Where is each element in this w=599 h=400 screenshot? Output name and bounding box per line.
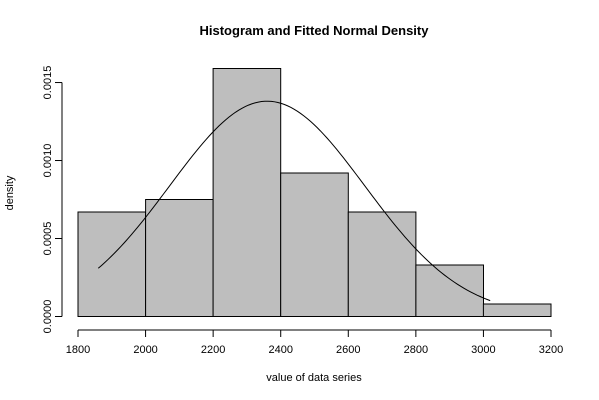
x-tick-label: 2200 <box>201 344 225 356</box>
histogram-bar <box>212 68 282 317</box>
x-tick-label: 3000 <box>471 344 495 356</box>
y-tick-label: 0.0015 <box>42 66 54 100</box>
y-axis: 0.0000 0.0005 0.0010 0.0015 <box>42 66 63 334</box>
x-tick-label: 1800 <box>66 344 90 356</box>
fitted-normal-density-curve <box>97 100 491 302</box>
chart-title: Histogram and Fitted Normal Density <box>200 23 430 38</box>
histogram-bar <box>482 303 552 317</box>
histogram-bar <box>280 172 349 317</box>
x-axis-label: value of data series <box>266 372 362 384</box>
y-axis-label: density <box>4 175 16 210</box>
x-tick-label: 2600 <box>336 344 360 356</box>
histogram-bar <box>415 264 484 317</box>
histogram-bar <box>145 199 214 317</box>
y-tick-label: 0.0010 <box>42 144 54 178</box>
x-axis: 1800 2000 2200 2400 2600 2800 3000 3200 <box>66 329 563 356</box>
x-tick-label: 2400 <box>268 344 292 356</box>
histogram-bars <box>77 68 552 317</box>
y-tick-label: 0.0000 <box>42 300 54 334</box>
histogram-bar <box>347 211 417 317</box>
x-tick-label: 2800 <box>404 344 428 356</box>
x-tick-label: 2000 <box>133 344 157 356</box>
x-tick-label: 3200 <box>539 344 563 356</box>
histogram-bar <box>77 211 147 317</box>
y-tick-label: 0.0005 <box>42 222 54 256</box>
